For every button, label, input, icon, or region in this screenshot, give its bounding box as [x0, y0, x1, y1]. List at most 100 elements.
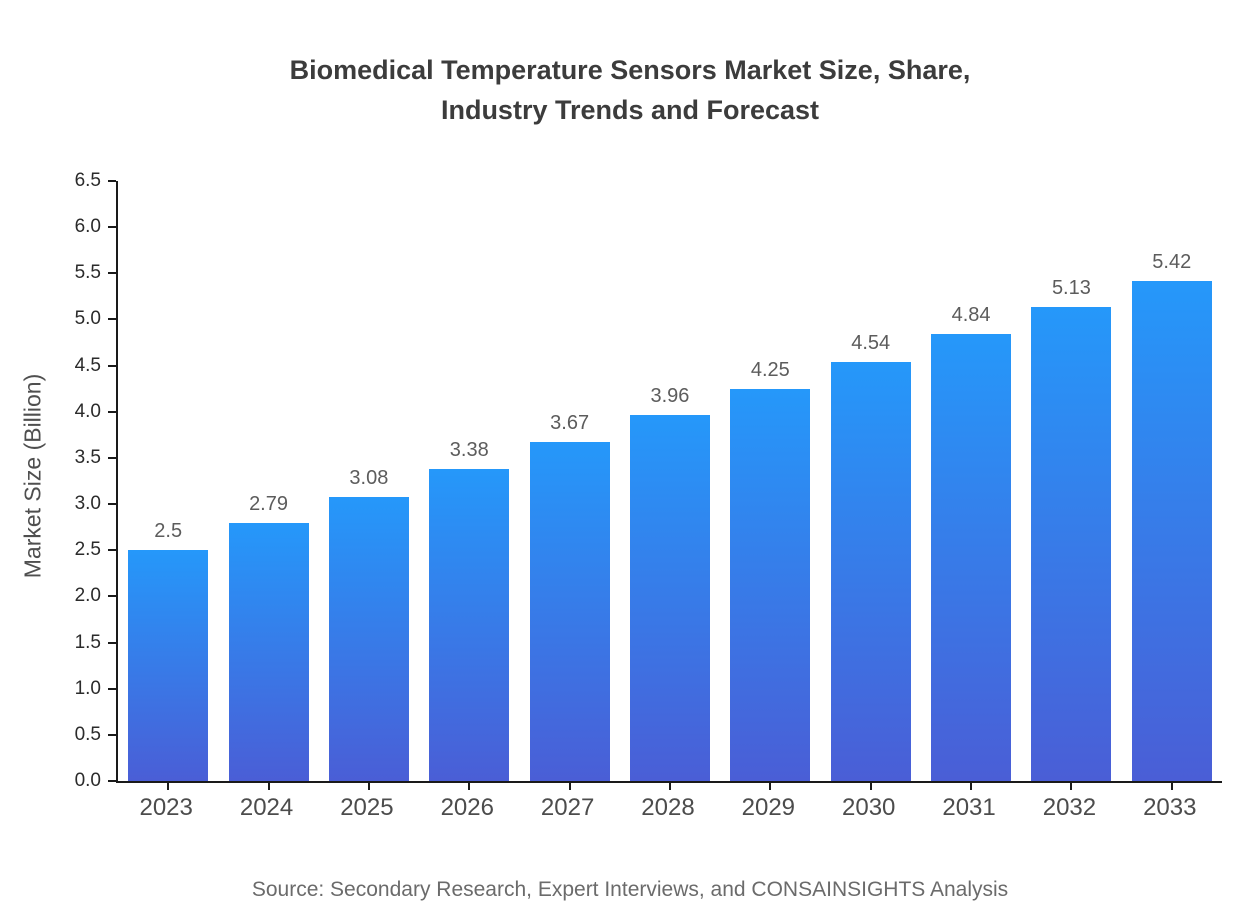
bar-value-label: 3.67 [550, 412, 590, 435]
x-tick-mark [167, 783, 170, 790]
bar-value-label: 3.08 [349, 466, 389, 489]
bar-2029 [730, 388, 811, 781]
chart-title-line2: Industry Trends and Forecast [440, 95, 820, 125]
y-tick-label: 6.5 [74, 170, 101, 191]
x-tick-mark [367, 783, 370, 790]
y-tick: 0.0 [0, 770, 116, 792]
y-tick-mark [108, 549, 116, 552]
y-tick-label: 4.5 [74, 354, 101, 376]
bar-value-label: 2.79 [249, 493, 288, 516]
x-axis-label: 2029 [741, 794, 796, 821]
plot-area: 2.5 2.79 3.08 3.38 3.67 3.96 4.25 4.54 4.84 5.13 5… [116, 181, 1222, 790]
bar-2023 [128, 550, 209, 781]
y-tick-mark [108, 641, 116, 644]
bar-value-label: 3.38 [449, 439, 489, 461]
bar-slot-2031: 4.84 [921, 181, 1021, 790]
y-tick-mark [108, 410, 116, 413]
y-tick-mark [108, 318, 116, 321]
x-axis-label: 2023 [139, 794, 193, 821]
y-tick-label: 0.0 [74, 770, 101, 791]
x-tick-mark [267, 783, 270, 790]
y-tick: 2.0 [0, 585, 116, 607]
bar-value-label: 5.13 [1051, 277, 1091, 300]
y-tick-label: 2.0 [74, 585, 101, 607]
y-tick-mark [108, 780, 116, 782]
bar-value-label: 4.54 [851, 331, 891, 354]
y-tick: 5.5 [0, 262, 116, 284]
x-axis-labels: 2023 2024 2025 2026 2027 2028 2029 2030 2031 2032… [116, 794, 1220, 822]
y-tick-label: 5.0 [74, 308, 101, 330]
bar-slot-2027: 3.67 [519, 181, 619, 790]
x-axis-label: 2025 [340, 794, 394, 821]
bar-slot-2033: 5.42 [1122, 181, 1222, 790]
x-tick-mark [1170, 783, 1173, 790]
y-tick-label: 0.5 [74, 723, 101, 745]
bar-slot-2030: 4.54 [821, 181, 921, 790]
y-axis-ticks: 0.0 0.5 1.0 1.5 2.0 2.5 3.0 3.5 4.0 4.5 5.0 5.5 6.0 6… [0, 170, 116, 791]
y-tick-mark [108, 503, 116, 506]
bar-value-label: 3.96 [650, 385, 690, 408]
bar-slot-2025: 3.08 [319, 181, 419, 790]
y-tick-label: 2.5 [74, 539, 101, 561]
y-tick: 2.5 [0, 539, 116, 561]
x-axis-label: 2032 [1042, 794, 1097, 821]
bar-2027 [529, 442, 610, 781]
bar-2028 [629, 415, 710, 781]
bar-slot-2024: 2.79 [218, 181, 318, 790]
chart-title: Biomedical Temperature Sensors Market Si… [0, 50, 1260, 130]
y-tick: 4.5 [0, 355, 116, 377]
y-tick-label: 3.0 [74, 493, 101, 515]
y-tick-label: 1.0 [74, 677, 101, 699]
y-tick-label: 4.0 [74, 400, 101, 422]
y-tick: 3.0 [0, 493, 116, 515]
bar-slot-2026: 3.38 [419, 181, 519, 790]
bar-value-label: 4.84 [951, 304, 991, 327]
x-axis-label: 2031 [942, 794, 996, 821]
bar-2031 [931, 334, 1012, 781]
y-tick: 1.0 [0, 678, 116, 700]
bar-2033 [1131, 280, 1212, 781]
bar-value-label: 4.25 [750, 358, 790, 381]
y-tick: 4.0 [0, 401, 116, 423]
y-tick: 6.5 [0, 170, 116, 192]
x-tick-mark [970, 783, 973, 790]
y-tick-mark [108, 272, 116, 275]
y-tick: 3.5 [0, 447, 116, 469]
bar-slot-2028: 3.96 [620, 181, 720, 790]
y-tick-label: 3.5 [74, 446, 101, 468]
bar-slot-2029: 4.25 [720, 181, 820, 790]
x-axis-label: 2030 [842, 794, 896, 821]
bar-2025 [328, 496, 409, 781]
y-tick-label: 1.5 [74, 631, 101, 653]
bar-value-label: 5.42 [1152, 250, 1192, 273]
bar-2026 [429, 469, 510, 781]
bar-2030 [830, 361, 911, 781]
x-axis-label: 2027 [540, 794, 595, 821]
y-tick-label: 6.0 [74, 216, 101, 238]
y-tick: 1.5 [0, 632, 116, 654]
x-tick-mark [769, 783, 772, 790]
source-note: Source: Secondary Research, Expert Inter… [251, 878, 1009, 901]
x-tick-mark [568, 783, 571, 790]
bar-2032 [1031, 307, 1112, 781]
x-axis-label: 2028 [641, 794, 695, 821]
y-tick-mark [108, 364, 116, 367]
y-tick-mark [108, 687, 116, 690]
y-tick: 0.5 [0, 724, 116, 746]
x-tick-mark [1070, 783, 1073, 790]
bar-slot-2023: 2.5 [118, 181, 218, 790]
y-tick-mark [108, 180, 116, 182]
x-tick-mark [869, 783, 872, 790]
x-tick-mark [668, 783, 671, 790]
bar-slot-2032: 5.13 [1021, 181, 1121, 790]
y-tick: 5.0 [0, 308, 116, 330]
y-tick-mark [108, 595, 116, 598]
y-tick: 6.0 [0, 216, 116, 238]
x-axis-label: 2026 [440, 794, 494, 821]
x-tick-mark [468, 783, 471, 790]
y-tick-mark [108, 456, 116, 459]
x-axis-label: 2033 [1143, 794, 1197, 821]
y-tick-mark [108, 226, 116, 229]
x-axis-label: 2024 [239, 794, 294, 821]
